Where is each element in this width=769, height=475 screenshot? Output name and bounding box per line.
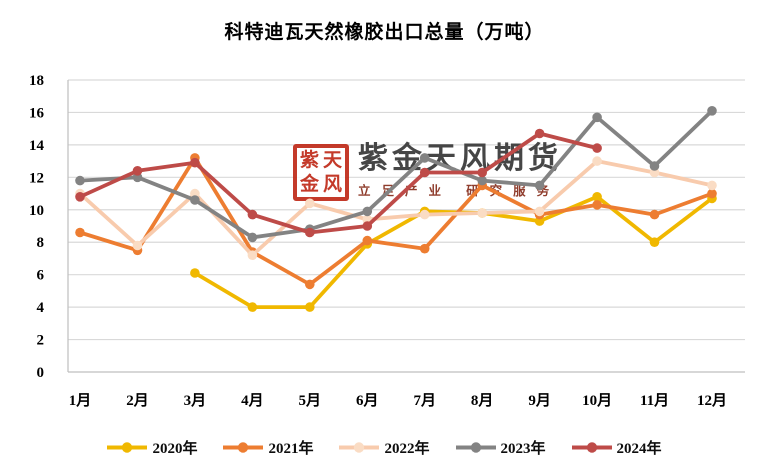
y-tick-label: 0 [37,365,45,381]
watermark-text: 紫金天风期货 立足产业 研究服务 [358,144,562,199]
y-tick-label: 18 [29,73,44,89]
x-tick-label: 3月 [184,392,207,409]
x-tick-label: 11月 [640,392,669,409]
y-tick-label: 12 [29,170,44,186]
x-tick-label: 1月 [69,392,92,409]
watermark-tagline: 立足产业 研究服务 [358,184,561,198]
legend-label: 2024年 [616,440,662,457]
legend-swatch [455,441,496,453]
y-tick-label: 8 [37,235,45,251]
y-tick-label: 16 [29,105,45,121]
chart-legend: 2020年 2021年 2022年 2023年 2024年 [0,433,769,461]
watermark-brand-name: 紫金天风期货 [358,142,562,175]
legend-swatch [107,441,148,453]
x-tick-label: 9月 [528,392,551,409]
x-tick-label: 12月 [697,392,727,409]
legend-label: 2020年 [152,440,198,457]
seal-char: 紫 [299,150,319,172]
x-tick-label: 7月 [413,392,436,409]
legend-item-2024年: 2024年 [571,437,662,458]
x-tick-label: 5月 [299,392,322,409]
x-tick-label: 2月 [126,392,149,409]
y-tick-label: 2 [37,333,45,349]
y-tick-label: 6 [37,268,45,284]
legend-item-2023年: 2023年 [455,437,546,458]
seal-char: 天 [322,150,342,172]
legend-item-2020年: 2020年 [107,437,197,458]
seal-char: 风 [322,173,342,195]
legend-swatch [223,441,264,453]
y-tick-label: 14 [29,138,45,154]
chart-title: 科特迪瓦天然橡胶出口总量（万吨） [224,22,545,43]
x-tick-label: 8月 [471,392,494,409]
legend-item-2022年: 2022年 [339,437,430,458]
brand-seal-logo: 紫 天 金 风 [293,144,349,201]
legend-swatch [571,441,612,453]
legend-label: 2022年 [384,440,430,457]
seal-char: 金 [299,173,319,195]
y-tick-label: 4 [37,300,45,316]
legend-swatch [339,441,380,453]
y-tick-label: 10 [29,203,44,219]
legend-item-2021年: 2021年 [223,437,313,458]
legend-label: 2021年 [268,440,314,457]
watermark: 紫 天 金 风 紫金天风期货 立足产业 研究服务 [293,144,562,201]
x-tick-label: 4月 [241,392,264,409]
x-tick-label: 6月 [356,392,379,409]
x-tick-label: 10月 [582,392,612,409]
legend-label: 2023年 [500,440,546,457]
